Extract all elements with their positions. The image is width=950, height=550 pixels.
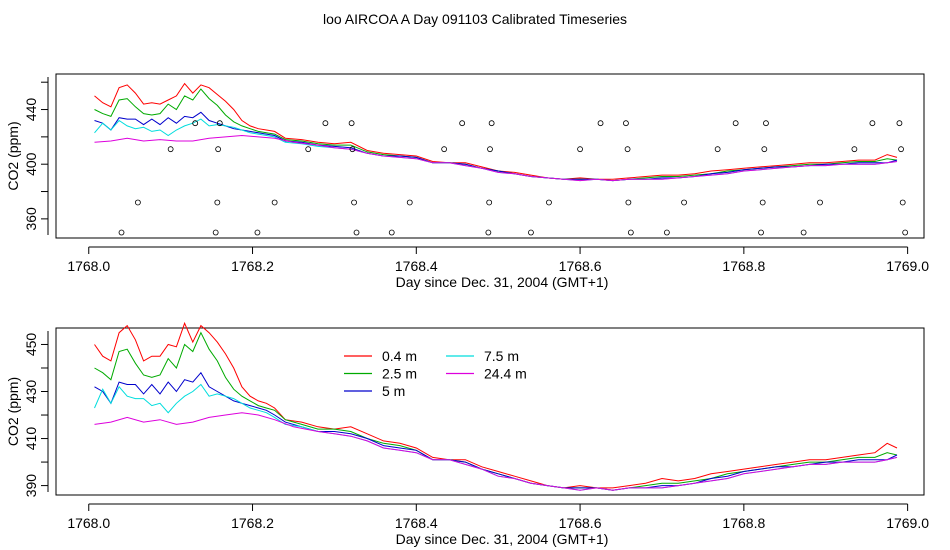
legend: 0.4 m 2.5 m5 m 7.5 m 24.4 m xyxy=(344,348,527,399)
y-axis-label: CO2 (ppm) xyxy=(5,377,21,446)
data-point xyxy=(869,120,876,127)
data-point xyxy=(486,199,493,206)
x-tick-label: 1769.0 xyxy=(886,515,929,531)
y-tick-label: 430 xyxy=(23,380,39,404)
data-point xyxy=(577,146,583,153)
data-point xyxy=(216,120,223,127)
data-point xyxy=(597,120,604,127)
data-point xyxy=(406,199,413,206)
data-point xyxy=(896,120,903,127)
data-point xyxy=(899,199,906,206)
data-point xyxy=(528,229,534,236)
data-point xyxy=(485,229,492,236)
data-point xyxy=(351,199,357,206)
x-axis: 1768.0 1768.2 1768.4 1768.6 1768.8 1769.0 Day … xyxy=(67,246,929,290)
plot-frame xyxy=(55,73,925,239)
legend-label: 24.4 m xyxy=(484,366,527,382)
series-line-4 xyxy=(94,383,898,491)
plot-frame xyxy=(55,327,925,496)
data-point xyxy=(761,146,768,153)
x-tick-label: 1768.8 xyxy=(722,515,765,531)
data-point xyxy=(623,120,629,127)
series-line-3 xyxy=(94,371,898,491)
chart-panel-1: 1768.0 1768.2 1768.4 1768.6 1768.8 1769.0 Day … xyxy=(5,73,929,290)
data-point xyxy=(625,199,632,206)
y-tick-label: 360 xyxy=(23,207,39,231)
legend-label: 7.5 m xyxy=(484,348,519,364)
data-point xyxy=(214,199,221,206)
data-point xyxy=(763,120,769,127)
x-tick-label: 1768.2 xyxy=(231,258,274,274)
data-point xyxy=(353,229,360,236)
x-tick-label: 1768.4 xyxy=(395,258,438,274)
y-tick-label: 410 xyxy=(23,427,39,451)
y-axis: 390 410 430 450 CO2 (ppm) xyxy=(5,331,49,498)
legend-label: 5 m xyxy=(382,383,405,399)
data-point xyxy=(714,146,721,153)
data-point xyxy=(627,229,634,236)
x-tick-label: 1768.8 xyxy=(722,258,765,274)
x-tick-label: 1769.0 xyxy=(886,258,929,274)
data-point xyxy=(271,199,278,206)
data-point xyxy=(732,120,739,127)
x-axis-label: Day since Dec. 31, 2004 (GMT+1) xyxy=(396,531,609,547)
marker-group xyxy=(118,120,909,236)
data-point xyxy=(322,120,329,127)
x-tick-label: 1768.2 xyxy=(231,515,274,531)
data-point xyxy=(167,146,174,153)
data-point xyxy=(192,120,199,127)
data-point xyxy=(459,120,466,127)
data-point xyxy=(388,229,395,236)
x-tick-label: 1768.6 xyxy=(559,258,602,274)
data-point xyxy=(546,199,552,206)
data-point xyxy=(215,146,222,153)
series-line-5 xyxy=(94,412,898,491)
x-tick-label: 1768.4 xyxy=(395,515,438,531)
data-point xyxy=(348,120,355,127)
data-point xyxy=(441,146,448,153)
y-tick-label: 440 xyxy=(23,98,39,122)
data-point xyxy=(898,146,904,153)
x-tick-label: 1768.6 xyxy=(559,515,602,531)
y-tick-label: 450 xyxy=(23,333,39,357)
y-axis-label: CO2 (ppm) xyxy=(5,121,21,190)
figure-title: loo AIRCOA A Day 091103 Calibrated Times… xyxy=(322,11,627,27)
data-point xyxy=(488,120,495,127)
legend-label: 0.4 m xyxy=(382,348,417,364)
series-group xyxy=(94,321,898,491)
x-axis: 1768.0 1768.2 1768.4 1768.6 1768.8 1769.0 Day … xyxy=(67,503,929,547)
data-point xyxy=(759,199,766,206)
data-point xyxy=(254,229,261,236)
x-tick-label: 1768.0 xyxy=(67,258,110,274)
data-point xyxy=(624,146,631,153)
data-point xyxy=(851,146,858,153)
series-group xyxy=(94,82,898,182)
chart-panel-2: 1768.0 1768.2 1768.4 1768.6 1768.8 1769.0 Day … xyxy=(5,321,929,547)
data-point xyxy=(305,146,312,153)
x-tick-label: 1768.0 xyxy=(67,515,110,531)
data-point xyxy=(800,229,807,236)
data-point xyxy=(118,229,125,236)
x-axis-label: Day since Dec. 31, 2004 (GMT+1) xyxy=(396,274,609,290)
y-tick-label: 400 xyxy=(23,152,39,176)
data-point xyxy=(817,199,823,206)
data-point xyxy=(349,146,356,153)
data-point xyxy=(681,199,687,206)
series-line-1 xyxy=(94,82,898,180)
data-point xyxy=(212,229,219,236)
series-line-1 xyxy=(94,321,898,489)
legend-label: 2.5 m xyxy=(382,366,417,382)
data-point xyxy=(758,229,764,236)
series-line-3 xyxy=(94,111,898,182)
data-point xyxy=(487,146,493,153)
series-line-5 xyxy=(94,134,898,182)
data-point xyxy=(663,229,670,236)
y-tick-label: 390 xyxy=(23,474,39,498)
data-point xyxy=(902,229,909,236)
data-point xyxy=(134,199,141,206)
